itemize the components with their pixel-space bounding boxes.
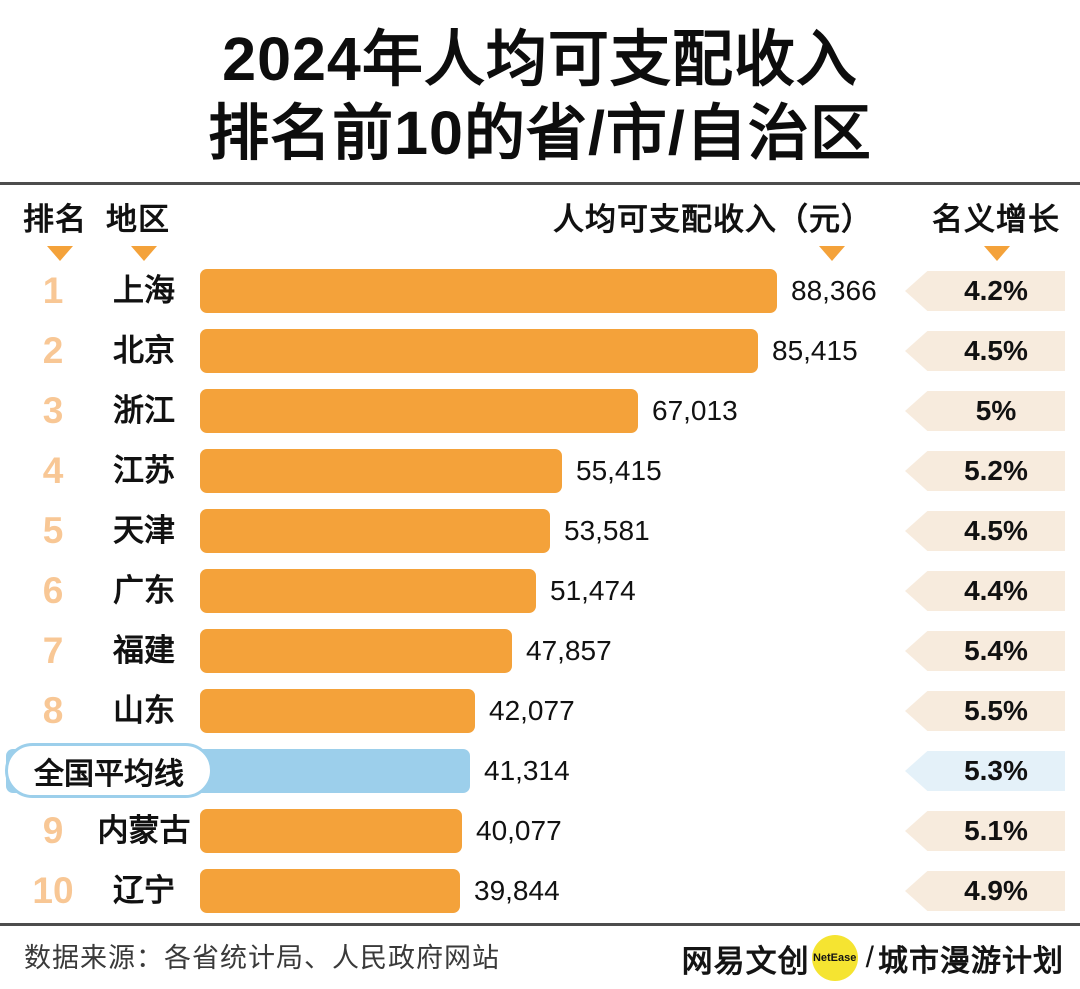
brand-logo: 网易文创 NetEase / 城市漫游计划: [682, 932, 1064, 984]
income-value: 53,581: [564, 515, 650, 546]
growth-value: 4.9%: [964, 875, 1028, 906]
region-name: 上海: [113, 273, 175, 308]
column-header-region: 地区: [106, 202, 170, 237]
region-name: 福建: [113, 633, 175, 668]
region-name: 山东: [113, 693, 175, 728]
region-name: 天津: [113, 513, 175, 548]
income-value: 51,474: [550, 575, 636, 606]
rank-number: 1: [42, 270, 64, 311]
column-header-growth: 名义增长: [932, 202, 1060, 237]
growth-arrow-down-icon: [984, 246, 1010, 261]
growth-badge: 4.5%: [905, 331, 1065, 371]
rank-arrow-down-icon: [47, 246, 73, 261]
netease-badge-label: NetEase: [812, 952, 857, 964]
income-value: 85,415: [772, 335, 858, 366]
top-divider: [0, 182, 1080, 185]
growth-badge: 4.2%: [905, 271, 1065, 311]
growth-badge: 5%: [905, 391, 1065, 431]
title-line-2: 排名前10的省/市/自治区: [208, 99, 872, 167]
rank-number: 3: [42, 390, 64, 431]
rank-number: 6: [42, 570, 64, 611]
city-roaming-plan-logo: 城市漫游计划: [878, 945, 1064, 978]
income-value: 55,415: [576, 455, 662, 486]
income-value: 41,314: [484, 755, 570, 786]
growth-value: 5%: [975, 395, 1017, 426]
income-value: 42,077: [489, 695, 575, 726]
growth-value: 5.3%: [964, 755, 1028, 786]
table-row: 3 浙江 浙江 67,013 5%: [0, 381, 1080, 441]
growth-value: 4.5%: [964, 515, 1028, 546]
growth-badge: 4.4%: [905, 571, 1065, 611]
growth-value: 4.4%: [964, 575, 1028, 606]
title-line-1: 2024年人均可支配收入: [222, 25, 858, 93]
national-average-label: 全国平均线: [34, 757, 184, 791]
income-bar: [200, 389, 638, 433]
income-bar: [200, 509, 550, 553]
growth-value: 4.5%: [964, 335, 1028, 366]
growth-badge: 5.1%: [905, 811, 1065, 851]
income-value: 67,013: [652, 395, 738, 426]
column-header-rank: 排名: [23, 202, 87, 237]
growth-value: 5.2%: [964, 455, 1028, 486]
rank-number: 5: [42, 510, 64, 551]
table-row: 9 内蒙古 内蒙古 40,077 5.1%: [0, 801, 1080, 861]
growth-value: 5.5%: [964, 695, 1028, 726]
table-row: 4 江苏 江苏 55,415 5.2%: [0, 441, 1080, 501]
table-row: 7 福建 福建 47,857 5.4%: [0, 621, 1080, 681]
table-row: 2 北京 北京 85,415 4.5%: [0, 321, 1080, 381]
rank-number: 8: [42, 690, 64, 731]
rank-number: 4: [42, 450, 64, 491]
brand-separator: /: [865, 941, 874, 974]
table-row: 5 天津 天津 53,581 4.5%: [0, 501, 1080, 561]
rank-number: 10: [32, 870, 74, 911]
rank-number: 7: [42, 630, 64, 671]
growth-value: 5.4%: [964, 635, 1028, 666]
growth-badge: 5.2%: [905, 451, 1065, 491]
table-row: 全国平均线 全国平均线 41,314 5.3%: [0, 741, 1080, 801]
growth-value: 5.1%: [964, 815, 1028, 846]
data-source-note: 数据来源：各省统计局、人民政府网站: [24, 943, 500, 973]
income-bar: [200, 329, 758, 373]
region-arrow-down-icon: [131, 246, 157, 261]
income-value: 88,366: [791, 275, 877, 306]
rank-number: 9: [42, 810, 64, 851]
income-bar: [200, 869, 460, 913]
growth-badge: 5.4%: [905, 631, 1065, 671]
table-row: 1 上海 上海 88,366 4.2%: [0, 261, 1080, 321]
region-name: 浙江: [113, 393, 175, 428]
national-average-pill: 全国平均线: [5, 743, 213, 798]
income-value: 39,844: [474, 875, 560, 906]
income-bar: [200, 269, 777, 313]
income-value: 47,857: [526, 635, 612, 666]
income-bar: [200, 809, 462, 853]
bottom-divider: [0, 923, 1080, 926]
netease-badge-icon: NetEase: [811, 935, 858, 981]
region-name: 北京: [113, 333, 175, 368]
region-name: 江苏: [113, 453, 175, 488]
table-row: 6 广东 广东 51,474 4.4%: [0, 561, 1080, 621]
growth-badge: 4.5%: [905, 511, 1065, 551]
rank-number: 2: [42, 330, 64, 371]
growth-value: 4.2%: [964, 275, 1028, 306]
table-row: 10 辽宁 辽宁 39,844 4.9%: [0, 861, 1080, 921]
netease-wenchuang-logo: 网易文创: [681, 943, 810, 979]
table-row: 8 山东 山东 42,077 5.5%: [0, 681, 1080, 741]
income-value: 40,077: [476, 815, 562, 846]
income-bar: [200, 689, 475, 733]
income-bar: [200, 569, 536, 613]
region-name: 内蒙古: [97, 813, 191, 848]
income-arrow-down-icon: [819, 246, 845, 261]
region-name: 广东: [113, 573, 175, 608]
page-title: 2024年人均可支配收入 排名前10的省/市/自治区: [0, 22, 1080, 170]
income-bar: [200, 629, 512, 673]
growth-badge: 4.9%: [905, 871, 1065, 911]
growth-badge: 5.3%: [905, 751, 1065, 791]
region-name: 辽宁: [113, 873, 175, 908]
income-bar: [200, 449, 562, 493]
column-header-income: 人均可支配收入（元）: [553, 202, 873, 237]
growth-badge: 5.5%: [905, 691, 1065, 731]
